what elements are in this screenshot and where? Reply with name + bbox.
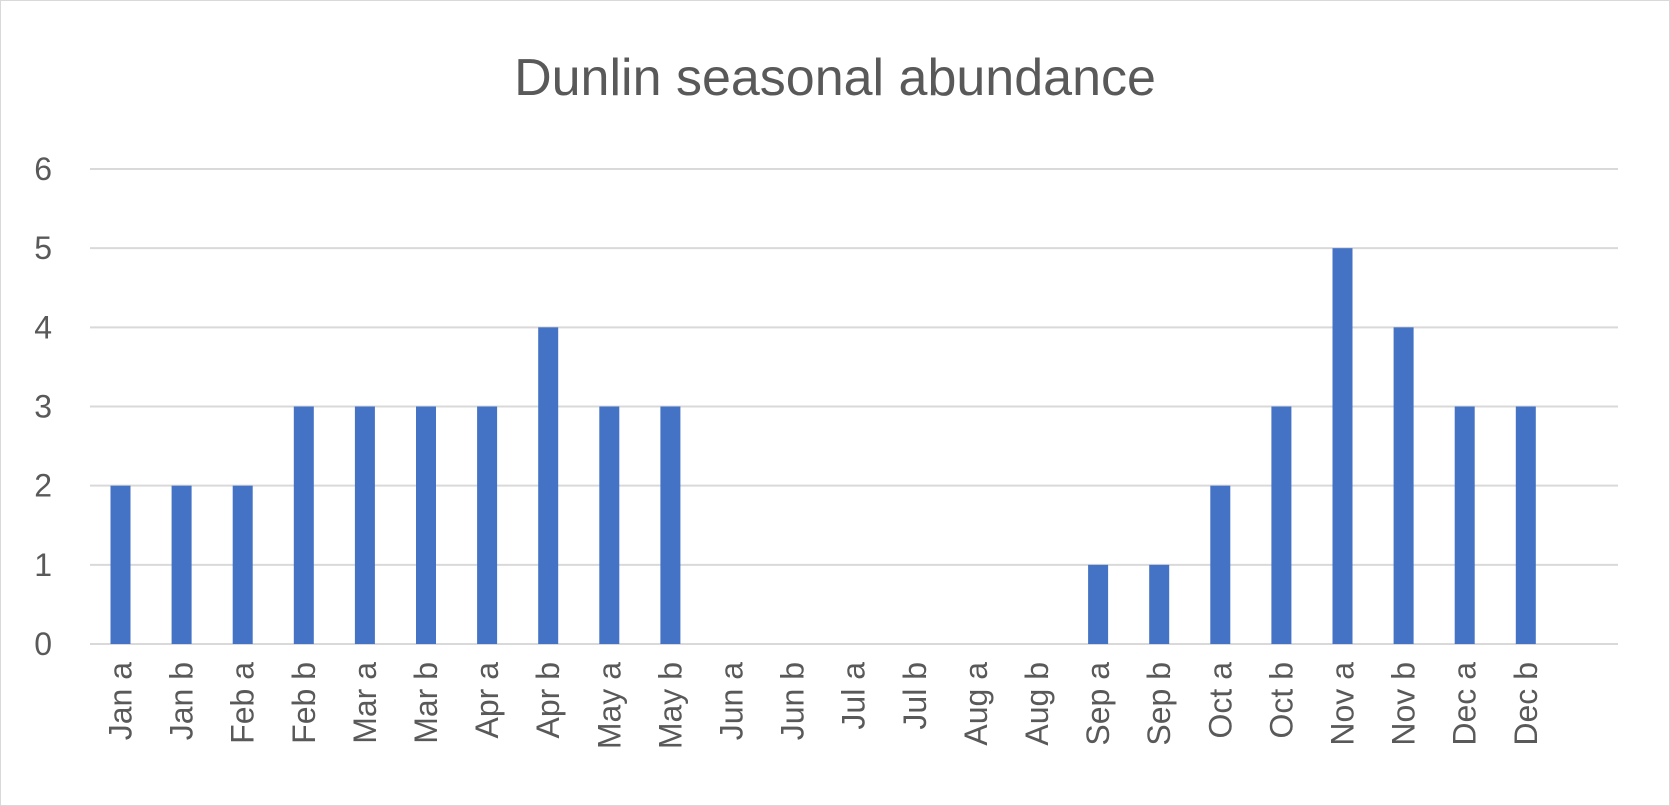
x-tick-label: Jun b (775, 662, 811, 740)
x-axis-ticks: Jan a Jan b Feb a Feb b Mar a Mar b Apr a Apr b… (103, 662, 1544, 749)
y-tick-label: 0 (34, 626, 52, 662)
y-tick-label: 4 (34, 309, 52, 345)
x-tick-label: Aug b (1019, 662, 1055, 746)
x-tick-label: Feb a (225, 662, 261, 744)
x-tick-label: May a (591, 662, 627, 749)
x-tick-label: Dec b (1508, 662, 1544, 746)
gridlines (90, 168, 1618, 645)
bar (354, 406, 375, 644)
x-tick-label: Mar b (408, 662, 444, 744)
y-tick-label: 6 (34, 151, 52, 187)
x-tick-label: Nov b (1386, 662, 1422, 746)
x-tick-label: Oct b (1263, 662, 1299, 738)
x-tick-label: Jun a (714, 662, 750, 740)
bar (171, 485, 192, 644)
bar (599, 406, 620, 644)
x-tick-label: Apr b (530, 662, 566, 738)
bars (110, 248, 1536, 644)
x-tick-label: Sep a (1080, 662, 1116, 746)
bar (293, 406, 314, 644)
bar (416, 406, 436, 644)
x-tick-label: Apr a (469, 662, 505, 739)
y-tick-label: 5 (34, 230, 52, 266)
bar (232, 485, 253, 644)
x-tick-label: Nov a (1325, 662, 1361, 746)
bar (1088, 564, 1109, 644)
x-tick-label: Sep b (1141, 662, 1177, 746)
x-tick-label: Aug a (958, 662, 994, 746)
x-tick-label: Jul a (836, 662, 872, 730)
x-tick-label: Oct a (1202, 662, 1238, 739)
x-tick-label: Jan b (164, 662, 200, 740)
bar (1393, 327, 1414, 644)
bar (538, 327, 559, 644)
bar (1515, 406, 1536, 644)
y-tick-label: 3 (34, 389, 52, 425)
bar (1271, 406, 1292, 644)
x-tick-label: Mar a (347, 662, 383, 744)
y-axis-ticks: 0 1 2 3 4 5 6 (34, 151, 52, 662)
x-tick-label: Dec a (1447, 662, 1483, 746)
bar (1210, 485, 1231, 644)
bar (660, 406, 681, 644)
bar (1454, 406, 1475, 644)
y-tick-label: 2 (34, 468, 52, 504)
bar (1332, 248, 1353, 644)
chart-title: Dunlin seasonal abundance (514, 49, 1156, 107)
x-tick-label: Jul b (897, 662, 933, 730)
x-tick-label: May b (652, 662, 688, 749)
bar (110, 485, 131, 644)
bar (1149, 564, 1170, 644)
x-tick-label: Jan a (103, 662, 139, 740)
bar (477, 406, 498, 644)
x-tick-label: Feb b (286, 662, 322, 744)
y-tick-label: 1 (34, 547, 52, 583)
